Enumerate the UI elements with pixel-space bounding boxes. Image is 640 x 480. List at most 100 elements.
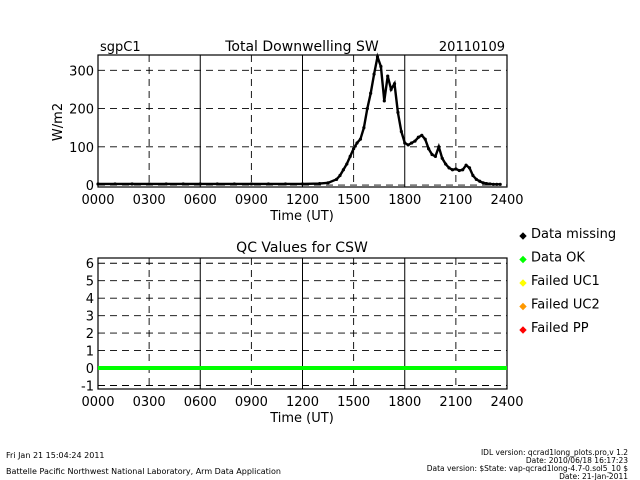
sw-data-point — [181, 182, 185, 186]
sw-data-point — [440, 156, 444, 160]
sw-y-axis-label: W/m2 — [51, 103, 66, 141]
legend-label: Data OK — [531, 251, 585, 266]
qc-x-tick-labels: 0000 0300 0600 0900 1200 1500 1800 2100 2400 — [81, 395, 523, 410]
sw-data-point — [215, 182, 219, 186]
sw-data-point — [362, 126, 366, 130]
x-tick-label: 1200 — [286, 395, 319, 410]
sw-data-point — [433, 154, 438, 158]
sw-data-point — [498, 182, 502, 186]
x-tick-label: 1500 — [337, 395, 370, 410]
x-tick-label: 0900 — [235, 193, 268, 208]
sw-chart-site: sgpC1 — [100, 40, 141, 55]
sw-data-point — [355, 141, 359, 145]
sw-data-point — [430, 152, 434, 157]
sw-data-point — [478, 179, 482, 183]
sw-y-tick-labels: 0 100 200 300 — [69, 64, 94, 194]
qc-y-tick-labels: -1 0 1 2 3 4 5 6 — [81, 257, 94, 394]
sw-data-points — [96, 52, 502, 186]
sw-data-point — [495, 182, 499, 186]
sw-data-point — [474, 177, 478, 181]
sw-data-point — [113, 182, 117, 186]
footer-data-date: Date: 21-Jan-2011 — [559, 472, 628, 480]
footer: Fri Jan 21 15:04:24 2011 Battelle Pacifi… — [6, 448, 628, 480]
y-tick-label: 0 — [86, 179, 94, 194]
legend-marker — [519, 326, 527, 334]
sw-data-point — [444, 162, 448, 166]
sw-grid — [98, 55, 507, 187]
sw-data-point — [341, 168, 345, 172]
legend-label: Failed UC2 — [531, 298, 600, 313]
sw-data-point — [416, 135, 420, 139]
sw-data-point — [409, 141, 414, 145]
y-tick-label: 300 — [69, 64, 94, 79]
sw-data-point — [427, 147, 431, 151]
sw-data-point — [379, 64, 383, 69]
sw-data-point — [413, 139, 417, 143]
sw-data-point — [389, 87, 393, 92]
sw-data-point — [345, 162, 349, 166]
y-tick-label: 200 — [69, 103, 94, 118]
sw-data-point — [450, 168, 455, 172]
sw-data-point — [338, 173, 342, 178]
sw-data-point — [488, 182, 492, 186]
y-tick-label: 5 — [86, 275, 94, 290]
legend-label: Failed PP — [531, 321, 589, 336]
legend-marker — [519, 255, 527, 264]
x-tick-label: 1500 — [337, 193, 370, 208]
legend-marker — [519, 302, 527, 311]
qc-legend: Data missing Data OK Failed UC1 Failed UC2 F… — [519, 227, 616, 336]
y-tick-label: 100 — [69, 141, 94, 156]
sw-x-tick-labels: 0000 0300 0600 0900 1200 1500 1800 2100 2400 — [81, 193, 523, 208]
y-tick-label: 4 — [86, 292, 94, 307]
x-tick-label: 0000 — [81, 193, 114, 208]
sw-data-point — [198, 182, 202, 186]
y-tick-label: 6 — [86, 257, 94, 272]
sw-chart: sgpC1 Total Downwelling SW 20110109 0000… — [51, 39, 524, 224]
sw-data-point — [420, 133, 424, 137]
footer-idl-version: IDL version: qcrad1long_plots.pro,v 1.2 — [481, 448, 628, 457]
footer-lab: Battelle Pacific Northwest National Labo… — [6, 467, 281, 476]
sw-chart-date: 20110109 — [439, 40, 505, 55]
sw-data-point — [491, 182, 495, 186]
sw-data-point — [396, 110, 400, 114]
legend-marker — [519, 232, 527, 240]
sw-data-point — [334, 177, 339, 181]
footer-idl-date: Date: 2010/06/18 16:17:23 — [526, 456, 628, 465]
sw-chart-title: Total Downwelling SW — [224, 39, 379, 55]
x-tick-label: 2100 — [439, 193, 472, 208]
sw-data-point — [365, 106, 369, 111]
sw-data-point — [382, 99, 386, 103]
x-tick-label: 0600 — [184, 193, 217, 208]
sw-data-point — [467, 166, 472, 170]
sw-data-point — [249, 182, 253, 186]
sw-data-point — [326, 181, 330, 185]
sw-data-point — [348, 154, 352, 158]
sw-data-point — [392, 82, 397, 86]
footer-timestamp: Fri Jan 21 15:04:24 2011 — [6, 451, 105, 460]
qc-chart: QC Values for CSW 0000 0300 0600 0900 1200 15… — [81, 240, 524, 426]
x-tick-label: 0600 — [184, 395, 217, 410]
sw-data-point — [484, 181, 489, 186]
x-tick-label: 1200 — [286, 193, 319, 208]
sw-series-trace — [98, 52, 501, 186]
x-tick-label: 0300 — [133, 193, 166, 208]
sw-data-point — [96, 182, 100, 186]
sw-data-point — [464, 163, 468, 167]
sw-data-point — [164, 182, 168, 186]
qc-x-axis-label: Time (UT) — [269, 411, 334, 426]
sw-data-point — [352, 147, 356, 151]
sw-data-point — [375, 55, 380, 59]
sw-data-point — [283, 182, 288, 186]
sw-data-point — [406, 143, 410, 147]
y-tick-label: -1 — [81, 380, 94, 395]
sw-data-point — [403, 141, 407, 145]
sw-data-point — [266, 182, 271, 186]
x-tick-label: 0300 — [133, 395, 166, 410]
sw-data-point — [232, 182, 236, 186]
sw-data-point — [461, 168, 465, 172]
sw-data-point — [481, 181, 485, 185]
sw-data-point — [471, 173, 475, 178]
sw-data-point — [358, 137, 363, 141]
x-tick-label: 0000 — [81, 395, 114, 410]
sw-data-point — [423, 137, 427, 141]
